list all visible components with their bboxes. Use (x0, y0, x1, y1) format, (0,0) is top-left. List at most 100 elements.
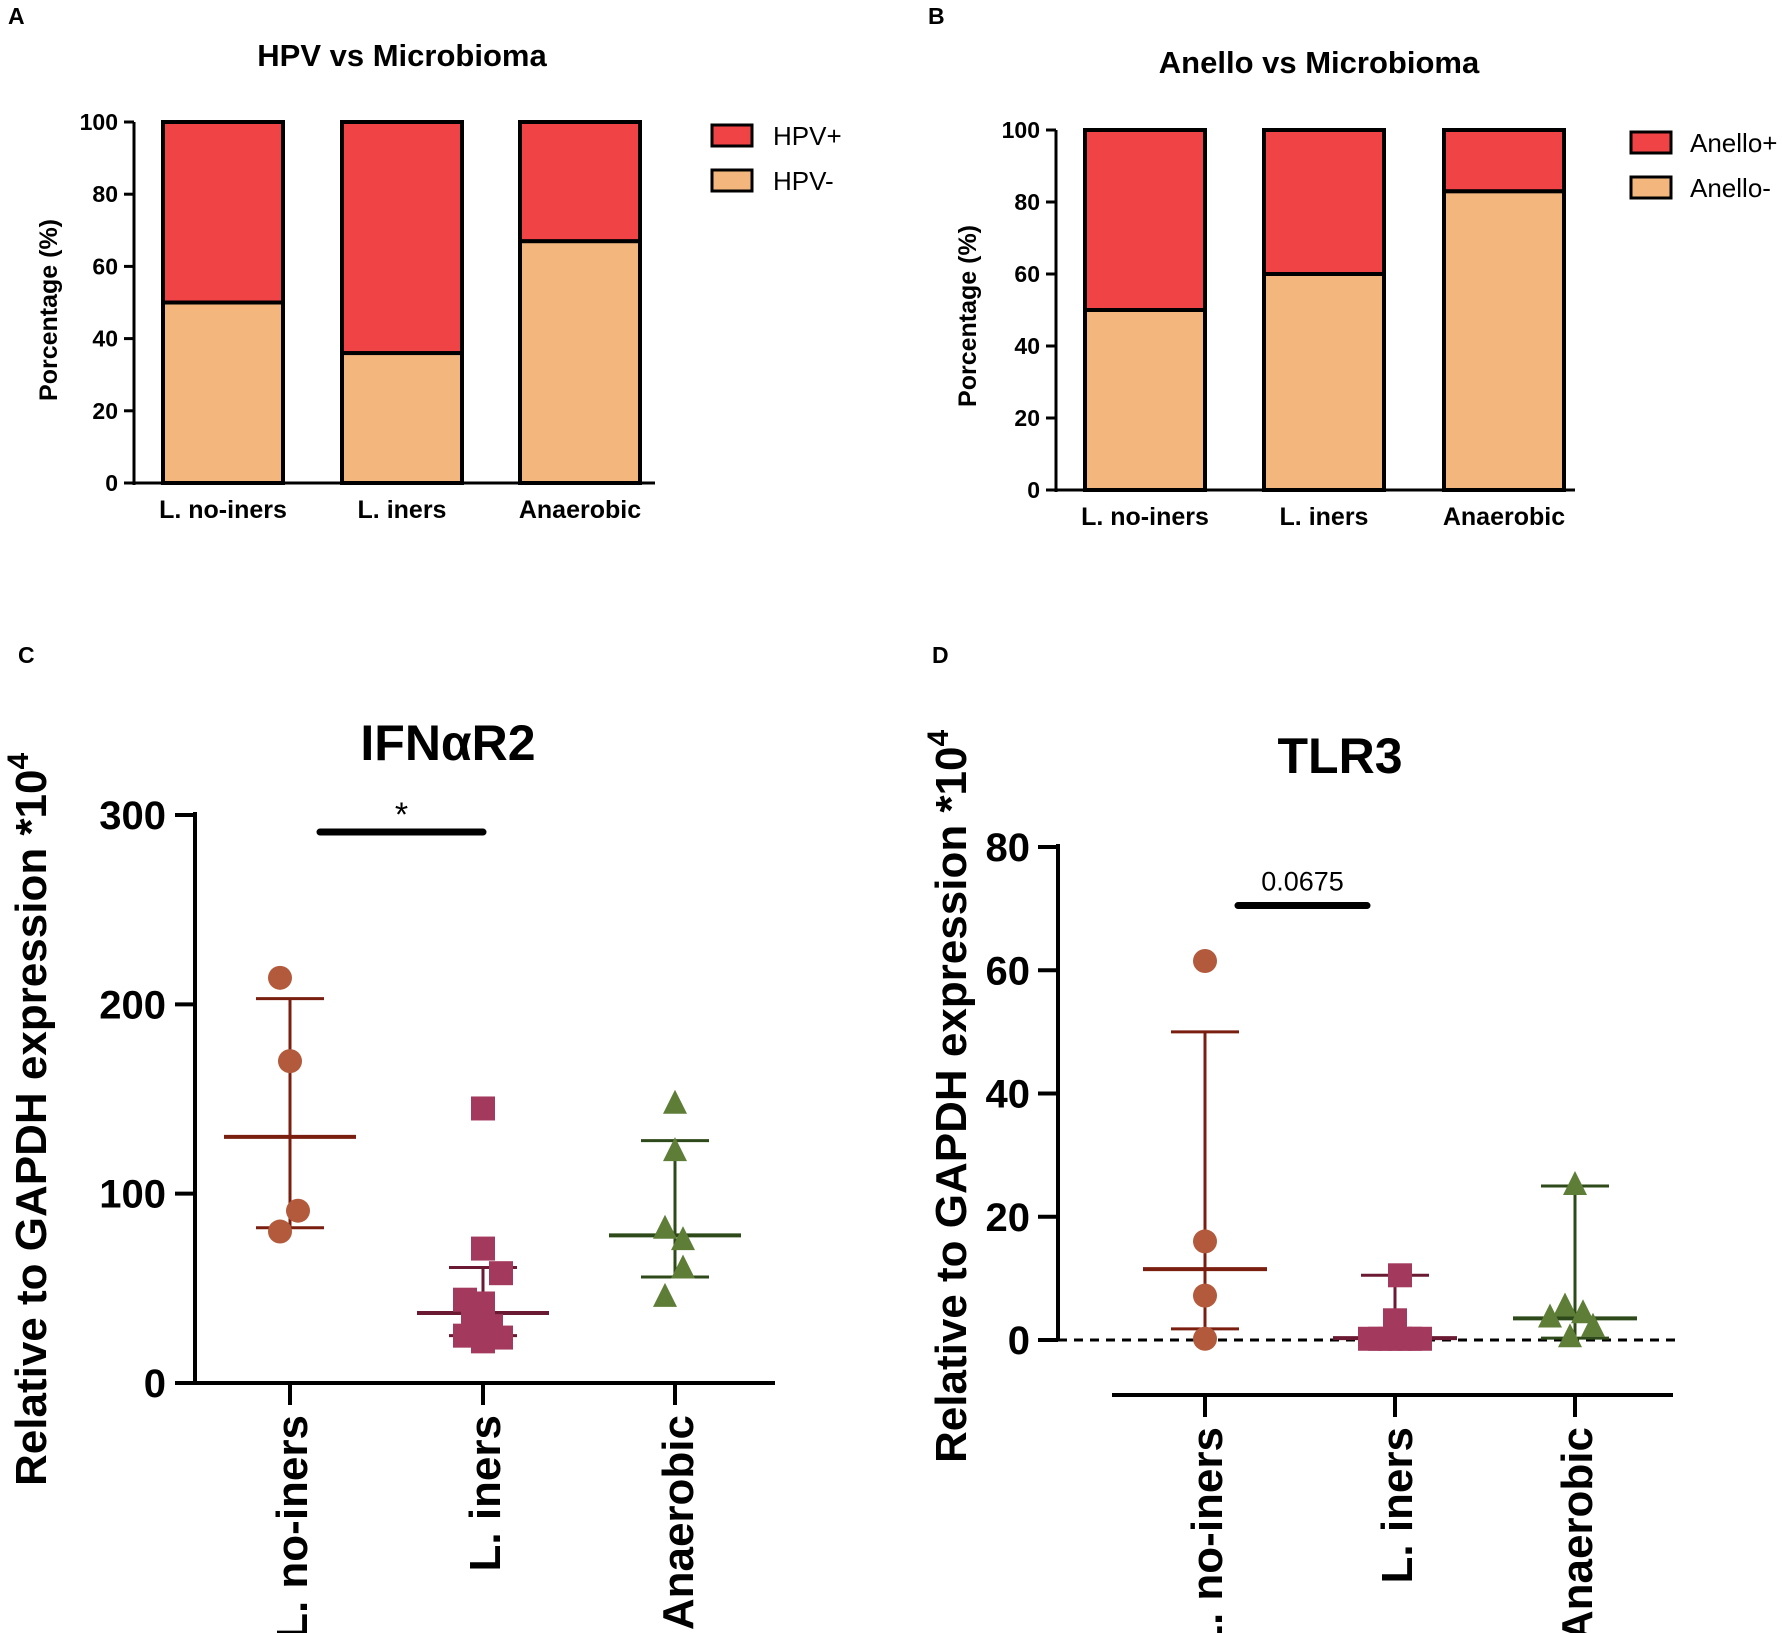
y-tick-label: 100 (80, 109, 118, 135)
bar-hpv-l-iners (340, 120, 464, 356)
panel-label-b: B (928, 3, 945, 29)
x-tick-label: L. no-iners (1183, 1427, 1232, 1633)
chart-title-d: TLR3 (1278, 728, 1403, 784)
x-tick-label: Anaerobic (519, 496, 641, 524)
x-tick-label: L. iners (461, 1415, 510, 1572)
data-point-l-iners (489, 1261, 513, 1286)
chart-title-c: IFNαR2 (360, 715, 535, 771)
legend-swatch-hpv-pos (710, 123, 754, 148)
x-tick-label: Anaerobic (1553, 1427, 1602, 1633)
bar-anello-l-no-iners (1083, 308, 1207, 492)
data-point-l-no-iners (268, 965, 292, 990)
x-tick-label: L. iners (1280, 503, 1369, 531)
legend-label-anello-neg: Anello- (1690, 173, 1771, 203)
data-point-l-iners (471, 1096, 495, 1121)
data-point-anaerobic (1538, 1303, 1562, 1328)
x-tick-label: L. no-iners (159, 496, 287, 524)
data-point-anaerobic (663, 1089, 687, 1114)
panel-label-d: D (932, 642, 949, 668)
data-point-l-no-iners (1193, 1326, 1217, 1351)
x-tick-label: L. no-iners (268, 1415, 317, 1633)
legend-swatch-anello-pos (1629, 130, 1673, 155)
y-tick-label: 80 (92, 181, 118, 207)
legend-swatch-hpv-neg (710, 168, 754, 193)
y-ticks-b: 0 20 40 60 80 100 (1002, 117, 1056, 503)
bar-hpv-anaerobic (518, 120, 642, 244)
data-point-l-no-iners (278, 1049, 302, 1074)
y-tick-label: 0 (144, 1362, 166, 1406)
data-point-anaerobic (1581, 1312, 1605, 1337)
data-point-anaerobic (663, 1137, 687, 1162)
bar-anello-anaerobic (1442, 189, 1566, 492)
y-tick-label: 60 (986, 949, 1031, 993)
y-tick-label: 200 (99, 983, 166, 1027)
data-point-l-no-iners (268, 1219, 292, 1244)
y-tick-label: 100 (1002, 117, 1040, 143)
y-tick-label: 20 (92, 398, 118, 424)
y-tick-label: 300 (99, 794, 166, 838)
y-axis-label-d: Relative to GAPDH expression *104 (922, 730, 976, 1463)
error-bars-d (1143, 1030, 1637, 1342)
data-point-anaerobic (1563, 1171, 1587, 1196)
y-axis-label-b: Porcentage (%) (954, 225, 982, 407)
y-tick-label: 80 (1014, 189, 1040, 215)
points-d (1193, 949, 1605, 1351)
data-point-anaerobic (653, 1214, 677, 1239)
data-point-l-no-iners (1193, 1283, 1217, 1308)
x-tick-label: L. iners (1373, 1427, 1422, 1584)
y-ticks-d: 0 20 40 60 80 (986, 826, 1058, 1363)
data-point-l-iners (471, 1236, 495, 1261)
bar-anello-l-no-iners (1083, 128, 1207, 312)
y-tick-label: 100 (99, 1173, 166, 1217)
panel-label-a: A (8, 3, 25, 29)
legend-swatch-anello-neg (1629, 175, 1673, 200)
y-axis-label-exponent-c: 4 (2, 753, 35, 770)
points-c (268, 965, 695, 1354)
x-ticks-c (288, 1383, 677, 1405)
bar-hpv-anaerobic (518, 239, 642, 485)
bar-hpv-l-iners (340, 351, 464, 486)
y-tick-label: 40 (1014, 333, 1040, 359)
panel-a: A HPV vs Microbioma Porcentage (%) 0 20 40… (8, 3, 842, 524)
y-axis-label-text-d: Relative to GAPDH expression *10 (927, 747, 976, 1463)
legend-label-hpv-pos: HPV+ (773, 121, 842, 151)
bar-hpv-l-no-iners (161, 300, 285, 485)
legend-b: Anello+ Anello- (1629, 128, 1777, 203)
data-point-l-no-iners (1193, 1229, 1217, 1254)
x-tick-label: Anaerobic (1443, 503, 1565, 531)
significance-label-c: * (395, 796, 408, 834)
panel-c: C IFNαR2 Relative to GAPDH expression *1… (2, 642, 775, 1633)
panel-d: D TLR3 Relative to GAPDH expression *104… (922, 642, 1675, 1633)
bar-anello-anaerobic (1442, 128, 1566, 194)
error-bars-c (224, 997, 741, 1338)
bar-anello-l-iners (1262, 272, 1386, 492)
y-tick-label: 20 (1014, 405, 1040, 431)
x-ticks-d (1203, 1395, 1577, 1417)
panel-label-c: C (18, 642, 35, 668)
data-point-l-iners (471, 1329, 495, 1354)
y-ticks-c: 0 100 200 300 (99, 794, 195, 1406)
data-point-l-no-iners (1193, 949, 1217, 974)
y-tick-label: 80 (986, 826, 1031, 870)
bars-a (161, 120, 642, 486)
chart-title-a: HPV vs Microbioma (257, 38, 547, 73)
y-axis-label-c: Relative to GAPDH expression *104 (2, 753, 56, 1486)
x-tick-label: Anaerobic (654, 1415, 703, 1630)
legend-a: HPV+ HPV- (710, 121, 842, 196)
panel-b: B Anello vs Microbioma Porcentage (%) 0 2… (928, 3, 1777, 531)
legend-label-hpv-neg: HPV- (773, 166, 834, 196)
y-axis-label-exponent-d: 4 (922, 730, 955, 747)
data-point-anaerobic (1571, 1299, 1595, 1324)
data-point-anaerobic (653, 1282, 677, 1307)
significance-label-d: 0.0675 (1261, 867, 1344, 897)
data-point-l-iners (1408, 1326, 1432, 1351)
y-tick-label: 40 (92, 326, 118, 352)
y-tick-label: 0 (1027, 477, 1040, 503)
legend-label-anello-pos: Anello+ (1690, 128, 1777, 158)
data-point-l-no-iners (286, 1198, 310, 1223)
y-ticks-a: 0 20 40 60 80 100 (80, 109, 134, 496)
chart-title-b: Anello vs Microbioma (1159, 45, 1480, 80)
data-point-l-iners (1388, 1263, 1412, 1288)
data-point-anaerobic (671, 1226, 695, 1251)
